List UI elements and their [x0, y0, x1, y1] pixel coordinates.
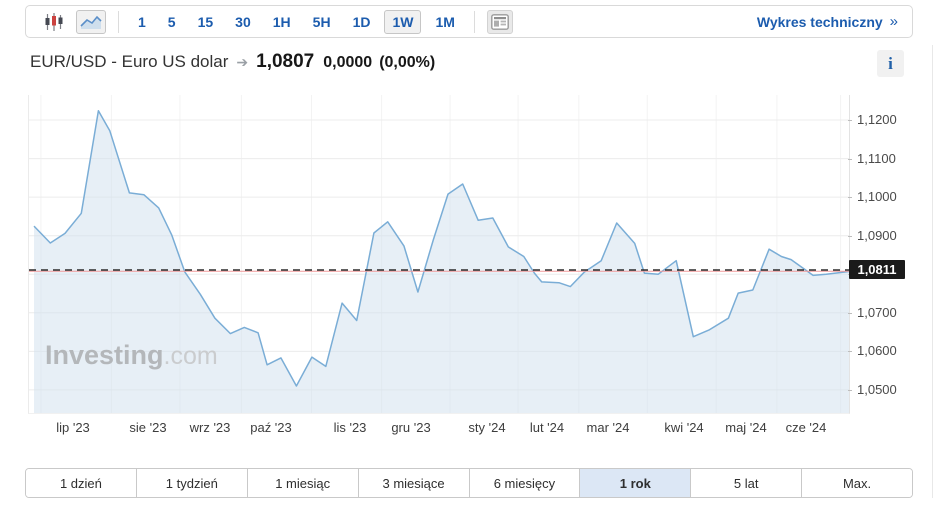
x-axis-label: mar '24	[586, 420, 630, 435]
y-tick	[848, 197, 852, 198]
x-axis-label: lut '24	[529, 420, 565, 435]
range-button-5-lat[interactable]: 5 lat	[691, 469, 803, 497]
x-axis-label: cze '24	[785, 420, 827, 435]
y-tick	[848, 313, 852, 314]
y-axis-label: 1,0700	[857, 305, 897, 320]
current-price-badge: 1,0811	[849, 260, 905, 279]
technical-chart-link-label: Wykres techniczny	[756, 13, 883, 30]
watermark-primary: Investing	[45, 340, 164, 370]
news-panel-button[interactable]	[486, 9, 513, 34]
range-button-max-[interactable]: Max.	[802, 469, 912, 497]
interval-button-1d[interactable]: 1D	[345, 10, 379, 34]
arrow-right-icon: ➔	[236, 54, 249, 70]
x-axis-label: sty '24	[468, 420, 506, 435]
y-axis-label: 1,0500	[857, 382, 897, 397]
range-button-1-miesi-c[interactable]: 1 miesiąc	[247, 469, 359, 497]
range-button-1-tydzie-[interactable]: 1 tydzień	[136, 469, 248, 497]
investing-watermark: Investing.com	[45, 340, 218, 371]
candlestick-chart-button[interactable]	[40, 8, 68, 36]
interval-button-5h[interactable]: 5H	[305, 10, 339, 34]
chart-toolbar: 1 5 15 30 1H 5H 1D 1W 1M Wykres techniczny »	[25, 5, 913, 38]
interval-button-group: 1 5 15 30 1H 5H 1D 1W 1M	[127, 9, 466, 34]
range-button-1-rok[interactable]: 1 rok	[580, 469, 692, 497]
x-axis: lip '23 sie '23 wrz '23 paź '23 lis '23 gru '…	[28, 420, 848, 440]
range-button-6-miesi-cy[interactable]: 6 miesięcy	[469, 469, 581, 497]
y-tick	[848, 159, 852, 160]
toolbar-divider	[473, 10, 475, 33]
interval-button-5[interactable]: 5	[160, 10, 184, 34]
price-chart[interactable]	[28, 95, 850, 414]
range-button-group: 1 dzień 1 tydzień 1 miesiąc 3 miesiące 6 mie…	[25, 468, 913, 498]
candlestick-icon	[45, 12, 63, 31]
page-right-border	[932, 45, 933, 498]
area-chart-icon	[80, 15, 102, 29]
area-chart-canvas	[29, 95, 849, 413]
y-tick	[848, 236, 852, 237]
watermark-secondary: .com	[163, 342, 218, 370]
last-price: 1,0807	[256, 51, 315, 72]
quote-header: EUR/USD - Euro US dolar ➔ 1,0807 0,0000 …	[30, 51, 435, 73]
info-icon[interactable]: i	[877, 50, 904, 77]
y-axis: 1,1200 1,1100 1,1000 1,0900 1,0700 1,0600 1,05…	[848, 95, 934, 425]
toolbar-divider	[118, 10, 119, 33]
x-axis-label: wrz '23	[189, 420, 231, 435]
x-axis-label: gru '23	[391, 420, 431, 435]
y-axis-label: 1,1100	[857, 151, 896, 166]
x-axis-label: kwi '24	[664, 420, 704, 435]
range-button-1-dzie-[interactable]: 1 dzień	[26, 469, 137, 497]
x-axis-label: sie '23	[129, 420, 167, 435]
instrument-title: EUR/USD - Euro US dolar	[30, 52, 229, 71]
y-tick	[848, 351, 852, 352]
interval-button-1m[interactable]: 1M	[427, 10, 462, 34]
chevron-right-icon: »	[889, 13, 898, 30]
price-change: 0,0000	[323, 54, 373, 71]
interval-button-1h[interactable]: 1H	[265, 10, 299, 34]
technical-chart-link[interactable]: Wykres techniczny »	[757, 13, 902, 30]
x-axis-label: maj '24	[725, 420, 767, 435]
news-panel-icon	[491, 13, 509, 30]
price-line	[33, 110, 849, 387]
x-axis-label: lis '23	[333, 420, 367, 435]
y-axis-label: 1,1200	[857, 112, 897, 127]
y-tick	[848, 120, 852, 121]
price-change-percent: (0,00%)	[379, 54, 436, 71]
y-axis-label: 1,0600	[857, 343, 897, 358]
price-area-fill	[34, 110, 849, 413]
area-chart-button[interactable]	[76, 9, 106, 34]
range-button-3-miesi-ce[interactable]: 3 miesiące	[358, 469, 470, 497]
interval-button-1[interactable]: 1	[130, 10, 154, 34]
interval-button-1w[interactable]: 1W	[384, 9, 422, 34]
interval-button-15[interactable]: 15	[190, 10, 222, 34]
x-axis-label: paź '23	[250, 420, 292, 435]
y-axis-label: 1,1000	[857, 189, 897, 204]
x-axis-label: lip '23	[56, 420, 90, 435]
y-tick	[848, 390, 852, 391]
y-axis-label: 1,0900	[857, 228, 897, 243]
interval-button-30[interactable]: 30	[227, 10, 259, 34]
